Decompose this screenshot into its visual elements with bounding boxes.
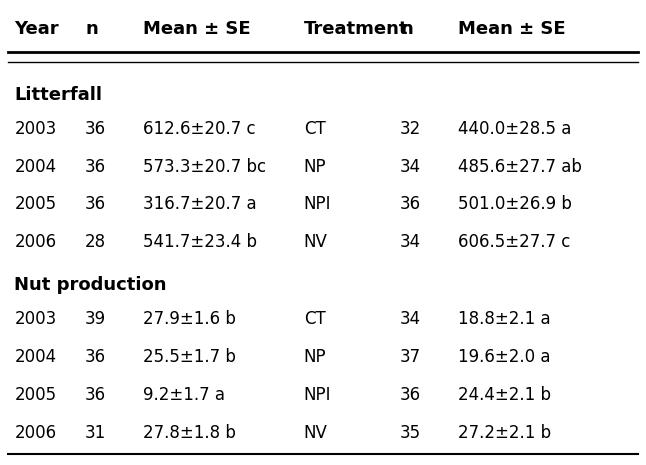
Text: 27.2±2.1 b: 27.2±2.1 b (458, 424, 551, 442)
Text: 36: 36 (400, 386, 421, 404)
Text: Treatment: Treatment (304, 20, 408, 38)
Text: 612.6±20.7 c: 612.6±20.7 c (143, 120, 256, 138)
Text: NPI: NPI (304, 386, 331, 404)
Text: 36: 36 (400, 195, 421, 213)
Text: 9.2±1.7 a: 9.2±1.7 a (143, 386, 225, 404)
Text: 25.5±1.7 b: 25.5±1.7 b (143, 348, 236, 366)
Text: 34: 34 (400, 158, 421, 175)
Text: 34: 34 (400, 233, 421, 251)
Text: NV: NV (304, 424, 328, 442)
Text: CT: CT (304, 310, 326, 328)
Text: Litterfall: Litterfall (14, 86, 102, 104)
Text: 36: 36 (85, 348, 106, 366)
Text: 573.3±20.7 bc: 573.3±20.7 bc (143, 158, 266, 175)
Text: Year: Year (14, 20, 59, 38)
Text: 36: 36 (85, 120, 106, 138)
Text: 27.9±1.6 b: 27.9±1.6 b (143, 310, 236, 328)
Text: NPI: NPI (304, 195, 331, 213)
Text: 316.7±20.7 a: 316.7±20.7 a (143, 195, 256, 213)
Text: 19.6±2.0 a: 19.6±2.0 a (458, 348, 550, 366)
Text: 31: 31 (85, 424, 106, 442)
Text: 37: 37 (400, 348, 421, 366)
Text: 39: 39 (85, 310, 106, 328)
Text: 2004: 2004 (14, 348, 56, 366)
Text: n: n (400, 20, 413, 38)
Text: 606.5±27.7 c: 606.5±27.7 c (458, 233, 570, 251)
Text: 18.8±2.1 a: 18.8±2.1 a (458, 310, 550, 328)
Text: 2004: 2004 (14, 158, 56, 175)
Text: 28: 28 (85, 233, 106, 251)
Text: 2003: 2003 (14, 310, 56, 328)
Text: 36: 36 (85, 195, 106, 213)
Text: NV: NV (304, 233, 328, 251)
Text: 2005: 2005 (14, 386, 56, 404)
Text: Mean ± SE: Mean ± SE (143, 20, 251, 38)
Text: CT: CT (304, 120, 326, 138)
Text: NP: NP (304, 348, 326, 366)
Text: 32: 32 (400, 120, 421, 138)
Text: 2005: 2005 (14, 195, 56, 213)
Text: 36: 36 (85, 158, 106, 175)
Text: 2003: 2003 (14, 120, 56, 138)
Text: Nut production: Nut production (14, 276, 167, 294)
Text: 541.7±23.4 b: 541.7±23.4 b (143, 233, 257, 251)
Text: 485.6±27.7 ab: 485.6±27.7 ab (458, 158, 582, 175)
Text: 24.4±2.1 b: 24.4±2.1 b (458, 386, 551, 404)
Text: 2006: 2006 (14, 424, 56, 442)
Text: 27.8±1.8 b: 27.8±1.8 b (143, 424, 236, 442)
Text: 36: 36 (85, 386, 106, 404)
Text: Mean ± SE: Mean ± SE (458, 20, 566, 38)
Text: NP: NP (304, 158, 326, 175)
Text: 440.0±28.5 a: 440.0±28.5 a (458, 120, 572, 138)
Text: 34: 34 (400, 310, 421, 328)
Text: n: n (85, 20, 98, 38)
Text: 35: 35 (400, 424, 421, 442)
Text: 2006: 2006 (14, 233, 56, 251)
Text: 501.0±26.9 b: 501.0±26.9 b (458, 195, 572, 213)
